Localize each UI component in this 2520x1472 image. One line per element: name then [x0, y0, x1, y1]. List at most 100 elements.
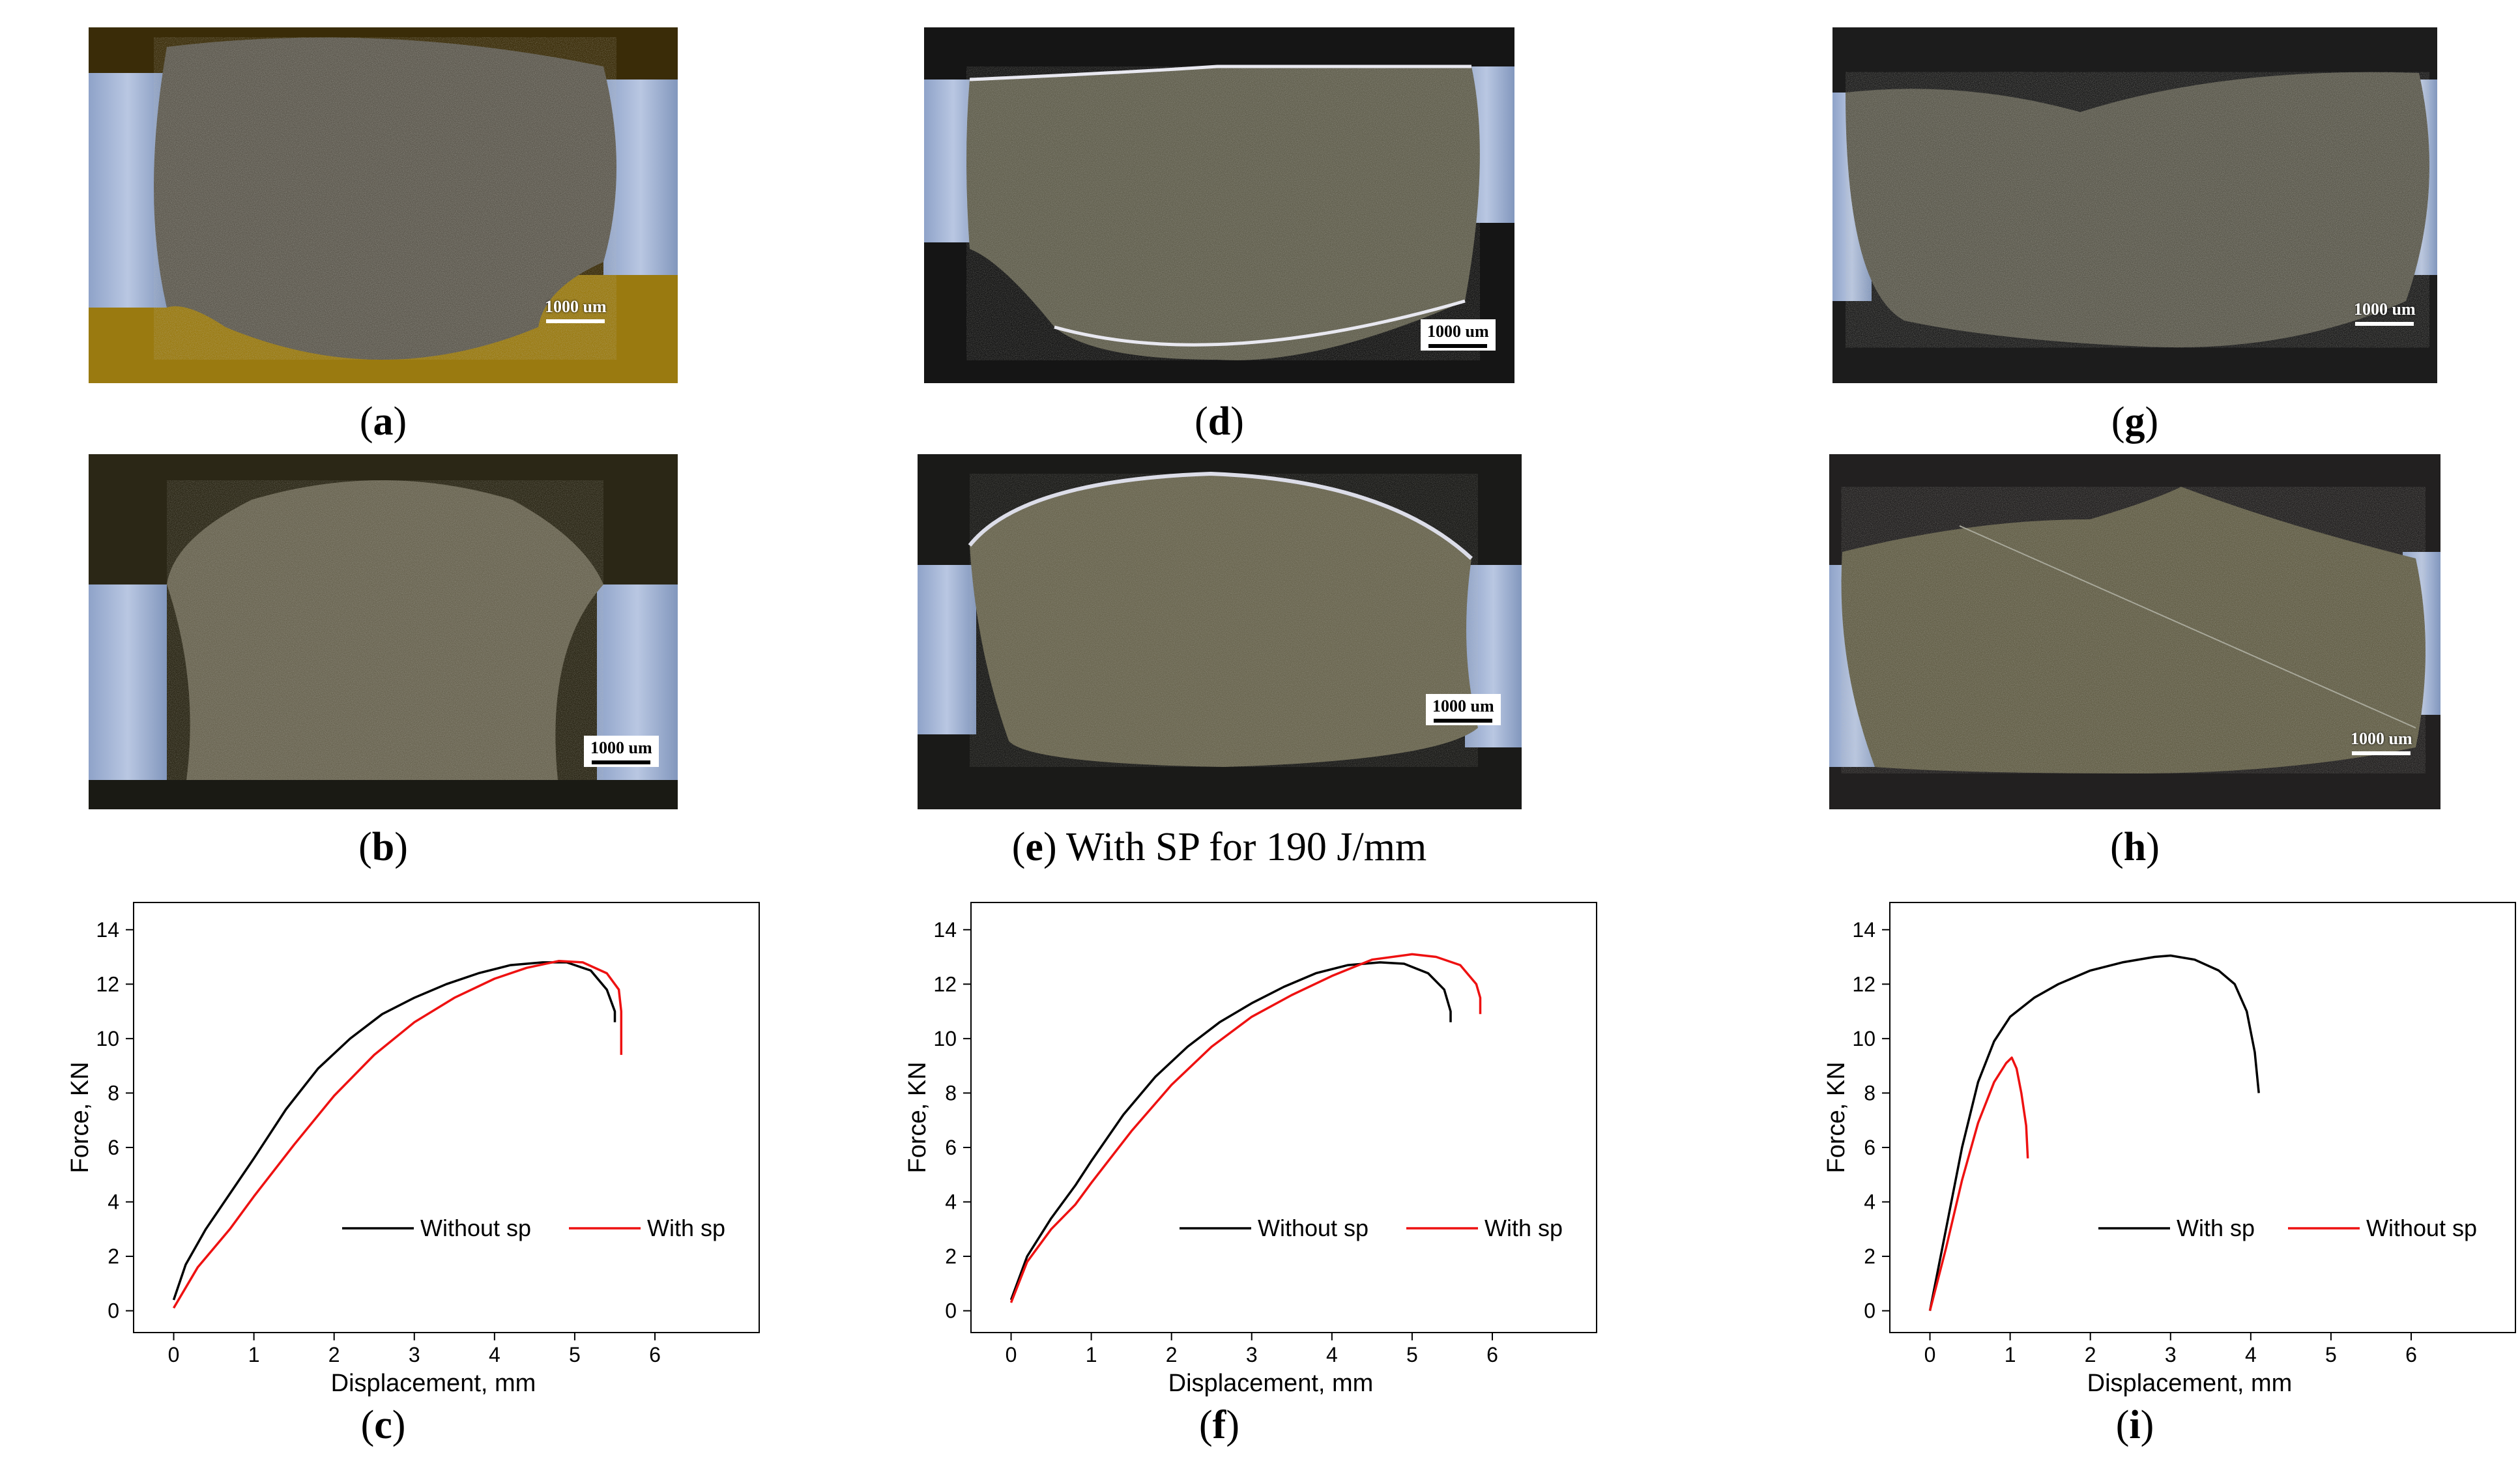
y-tick-label: 10: [96, 1027, 119, 1050]
plot-frame: [133, 902, 760, 1333]
caption-letter: c: [374, 1403, 392, 1447]
scale-label: 1000 um: [2351, 729, 2412, 748]
legend-label: With sp: [1484, 1215, 1563, 1241]
micrograph-g: 1000 um: [1832, 27, 2437, 383]
caption-g: (g): [2111, 399, 2159, 444]
x-axis-label: Displacement, mm: [331, 1370, 536, 1397]
legend-label: Without sp: [1258, 1215, 1369, 1241]
x-tick-label: 4: [1326, 1343, 1338, 1366]
x-tick-label: 4: [2245, 1343, 2257, 1366]
x-tick-label: 6: [1486, 1343, 1498, 1366]
caption-letter: a: [373, 399, 394, 444]
y-axis-label: Force, KN: [1823, 1061, 1850, 1173]
y-tick-label: 12: [1852, 972, 1876, 996]
caption-letter: h: [2123, 825, 2147, 869]
x-tick-label: 1: [248, 1343, 260, 1366]
caption-a: (a): [359, 399, 407, 444]
x-axis-label: Displacement, mm: [1168, 1370, 1374, 1397]
y-tick-label: 10: [933, 1027, 957, 1050]
series-line-black: [1009, 961, 1452, 1301]
y-tick-label: 10: [1852, 1027, 1876, 1050]
caption-letter: e: [1025, 825, 1043, 869]
x-tick-label: 3: [409, 1343, 420, 1366]
x-tick-label: 0: [168, 1343, 180, 1366]
chart-c: 0 1 2 3 4 5 6 0 2 4 6 8 10 12 14 Displacement, mm Force,…: [13, 886, 769, 1397]
x-tick-label: 5: [569, 1343, 581, 1366]
micrograph-b: 1000 um: [89, 454, 678, 809]
y-tick-label: 6: [945, 1136, 957, 1159]
series-line-black: [1928, 954, 2260, 1311]
x-tick-label: 6: [649, 1343, 661, 1366]
legend-label: With sp: [647, 1215, 725, 1241]
legend-label: Without sp: [420, 1215, 531, 1241]
caption-text: With SP for 190 J/mm: [1056, 825, 1427, 869]
y-tick-label: 0: [108, 1299, 119, 1323]
x-tick-label: 4: [489, 1343, 500, 1366]
caption-f: (f): [1199, 1403, 1239, 1447]
y-tick-label: 8: [945, 1081, 957, 1104]
series-line-red: [1928, 1056, 2029, 1312]
scale-label: 1000 um: [545, 297, 607, 316]
y-tick-label: 12: [96, 972, 119, 996]
micrograph-e: 1000 um: [918, 454, 1522, 809]
micrograph-h: 1000 um: [1829, 454, 2440, 809]
scale-bar-g: 1000 um: [2347, 297, 2422, 328]
y-tick-label: 12: [933, 972, 957, 996]
y-tick-label: 14: [933, 918, 957, 942]
x-tick-label: 2: [2085, 1343, 2096, 1366]
legend-label: Without sp: [2366, 1215, 2477, 1241]
x-tick-label: 2: [328, 1343, 340, 1366]
x-tick-label: 3: [2165, 1343, 2177, 1366]
chart-f: 0 1 2 3 4 5 6 0 2 4 6 8 10 12 14 Displacement, mm Force,…: [850, 886, 1606, 1397]
y-tick-label: 4: [108, 1190, 119, 1213]
y-tick-label: 0: [945, 1299, 957, 1323]
y-tick-label: 4: [945, 1190, 957, 1213]
y-tick-label: 14: [1852, 918, 1876, 942]
x-axis-label: Displacement, mm: [2087, 1370, 2293, 1397]
plot-frame: [1889, 902, 2516, 1333]
y-tick-label: 8: [1864, 1081, 1876, 1104]
y-tick-label: 6: [1864, 1136, 1876, 1159]
scale-label: 1000 um: [590, 738, 652, 757]
caption-letter: d: [1208, 399, 1231, 444]
x-tick-label: 6: [2405, 1343, 2417, 1366]
x-tick-label: 1: [1086, 1343, 1097, 1366]
caption-h: (h): [2110, 825, 2160, 869]
micrograph-d: 1000 um: [924, 27, 1514, 383]
chart-i: 0 1 2 3 4 5 6 0 2 4 6 8 10 12 14 Displacement, mm Force,…: [1769, 886, 2520, 1397]
x-tick-label: 5: [1406, 1343, 1418, 1366]
x-tick-label: 2: [1166, 1343, 1178, 1366]
y-tick-label: 14: [96, 918, 119, 942]
y-tick-label: 4: [1864, 1190, 1876, 1213]
y-axis-label: Force, KN: [66, 1061, 94, 1173]
y-tick-label: 2: [108, 1245, 119, 1268]
x-tick-label: 5: [2325, 1343, 2337, 1366]
scale-bar-a: 1000 um: [538, 295, 613, 326]
series-line-red: [172, 960, 623, 1309]
legend-label: With sp: [2177, 1215, 2255, 1241]
series-line-red: [1009, 953, 1482, 1303]
y-tick-label: 2: [1864, 1245, 1876, 1268]
caption-b: (b): [358, 825, 408, 869]
y-axis-label: Force, KN: [904, 1061, 931, 1173]
scale-bar-b: 1000 um: [584, 736, 659, 767]
series-line-black: [172, 961, 616, 1301]
caption-d: (d): [1195, 399, 1244, 444]
scale-label: 1000 um: [1432, 697, 1494, 715]
plot-frame: [970, 902, 1597, 1333]
x-tick-label: 3: [1246, 1343, 1258, 1366]
caption-e: (e) With SP for 190 J/mm: [1011, 825, 1427, 869]
y-tick-label: 8: [108, 1081, 119, 1104]
caption-i: (i): [2115, 1403, 2154, 1447]
caption-letter: i: [2129, 1403, 2141, 1447]
caption-letter: g: [2124, 399, 2145, 444]
x-tick-label: 0: [1006, 1343, 1017, 1366]
scale-bar-h: 1000 um: [2344, 727, 2419, 758]
caption-c: (c): [360, 1403, 406, 1447]
y-tick-label: 2: [945, 1245, 957, 1268]
x-tick-label: 0: [1924, 1343, 1936, 1366]
scale-bar-d: 1000 um: [1421, 319, 1496, 351]
